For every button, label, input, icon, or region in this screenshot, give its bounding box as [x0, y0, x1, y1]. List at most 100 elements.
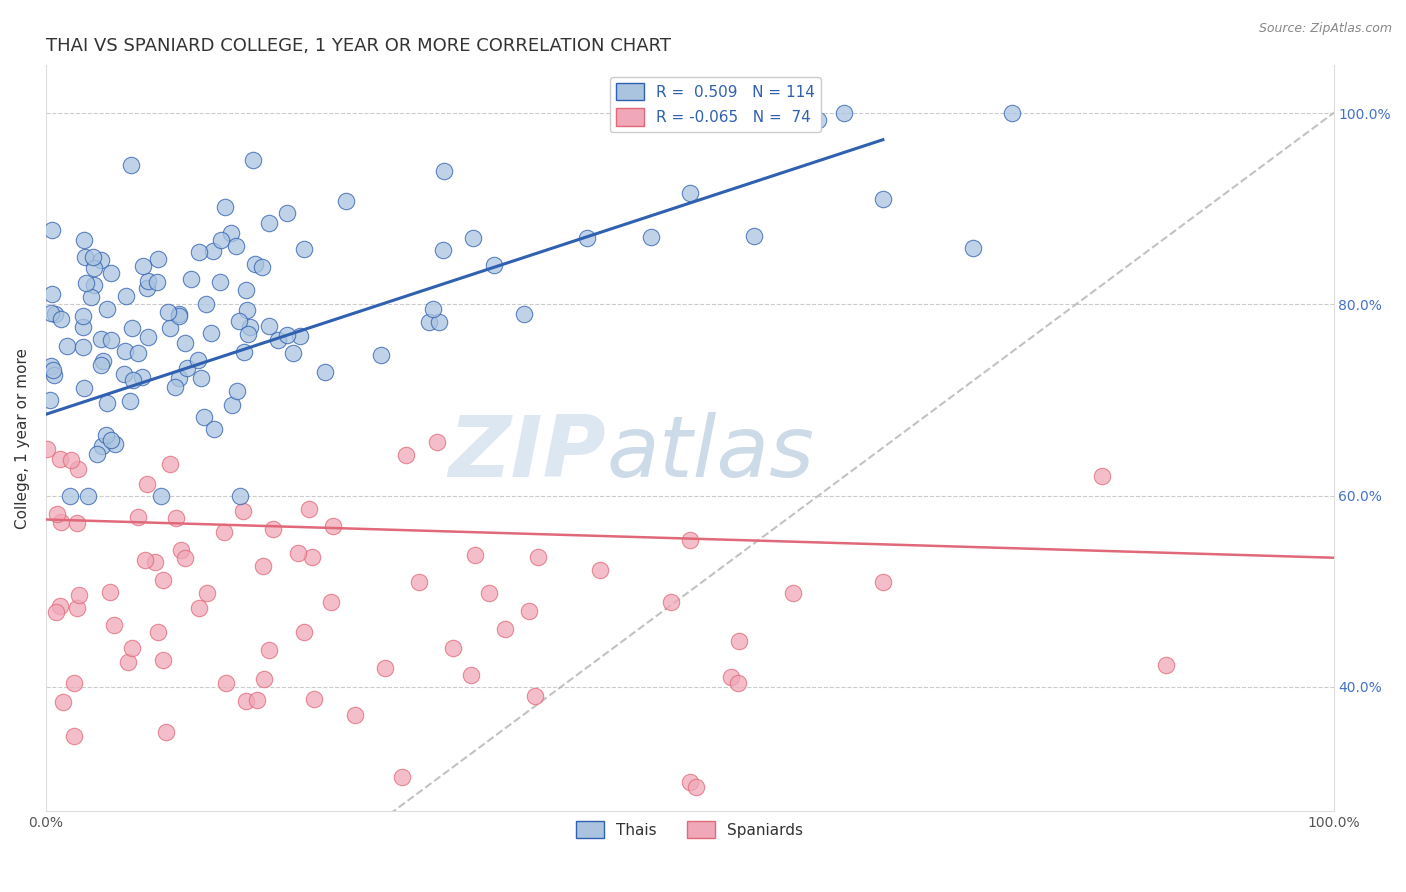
Y-axis label: College, 1 year or more: College, 1 year or more [15, 348, 30, 529]
Point [962, 241, 984, 255]
Point [187, 244, 209, 259]
Point [433, 164, 456, 178]
Point [659, 594, 682, 608]
Point [41, 305, 63, 319]
Point [253, 673, 276, 687]
Point [298, 502, 321, 516]
Point [292, 624, 315, 639]
Point [575, 230, 598, 244]
Point [1091, 468, 1114, 483]
Point [742, 229, 765, 244]
Point [165, 510, 187, 524]
Point [202, 422, 225, 436]
Text: Source: ZipAtlas.com: Source: ZipAtlas.com [1258, 22, 1392, 36]
Point [301, 549, 323, 564]
Point [422, 301, 444, 316]
Point [121, 321, 143, 335]
Point [115, 289, 138, 303]
Point [46, 507, 69, 521]
Point [190, 370, 212, 384]
Point [262, 522, 284, 536]
Point [114, 367, 136, 381]
Point [679, 186, 702, 201]
Point [221, 398, 243, 412]
Point [138, 274, 160, 288]
Point [233, 344, 256, 359]
Point [103, 618, 125, 632]
Point [96, 428, 118, 442]
Point [408, 574, 430, 589]
Point [127, 346, 149, 360]
Point [374, 661, 396, 675]
Point [155, 725, 177, 739]
Point [242, 153, 264, 167]
Point [276, 206, 298, 220]
Point [727, 676, 749, 690]
Point [72, 309, 94, 323]
Point [75, 277, 97, 291]
Point [98, 585, 121, 599]
Point [63, 729, 86, 743]
Point [370, 348, 392, 362]
Point [432, 243, 454, 257]
Point [152, 574, 174, 588]
Point [44, 307, 66, 321]
Point [167, 371, 190, 385]
Point [176, 361, 198, 376]
Point [720, 670, 742, 684]
Point [290, 329, 312, 343]
Point [42, 368, 65, 383]
Text: atlas: atlas [606, 411, 814, 494]
Point [208, 275, 231, 289]
Point [180, 271, 202, 285]
Point [235, 283, 257, 297]
Point [427, 315, 450, 329]
Point [200, 326, 222, 340]
Point [135, 476, 157, 491]
Point [464, 548, 486, 562]
Point [513, 307, 536, 321]
Point [319, 595, 342, 609]
Point [807, 112, 830, 127]
Point [146, 275, 169, 289]
Point [229, 489, 252, 503]
Point [215, 676, 238, 690]
Point [257, 216, 280, 230]
Point [173, 336, 195, 351]
Point [90, 253, 112, 268]
Point [202, 244, 225, 258]
Point [245, 257, 267, 271]
Point [322, 518, 344, 533]
Point [478, 586, 501, 600]
Point [461, 231, 484, 245]
Point [391, 770, 413, 784]
Point [131, 370, 153, 384]
Point [52, 695, 75, 709]
Point [239, 320, 262, 334]
Point [100, 333, 122, 347]
Point [41, 359, 63, 373]
Text: THAI VS SPANIARD COLLEGE, 1 YEAR OR MORE CORRELATION CHART: THAI VS SPANIARD COLLEGE, 1 YEAR OR MORE… [46, 37, 671, 55]
Point [72, 341, 94, 355]
Point [83, 277, 105, 292]
Point [236, 302, 259, 317]
Point [91, 354, 114, 368]
Point [173, 550, 195, 565]
Point [246, 692, 269, 706]
Point [872, 192, 894, 206]
Point [232, 504, 254, 518]
Point [418, 315, 440, 329]
Point [136, 280, 159, 294]
Point [187, 353, 209, 368]
Point [90, 332, 112, 346]
Point [482, 258, 505, 272]
Point [152, 653, 174, 667]
Point [283, 346, 305, 360]
Point [167, 307, 190, 321]
Point [236, 326, 259, 341]
Point [77, 489, 100, 503]
Point [80, 290, 103, 304]
Point [37, 442, 59, 457]
Point [335, 194, 357, 208]
Point [146, 625, 169, 640]
